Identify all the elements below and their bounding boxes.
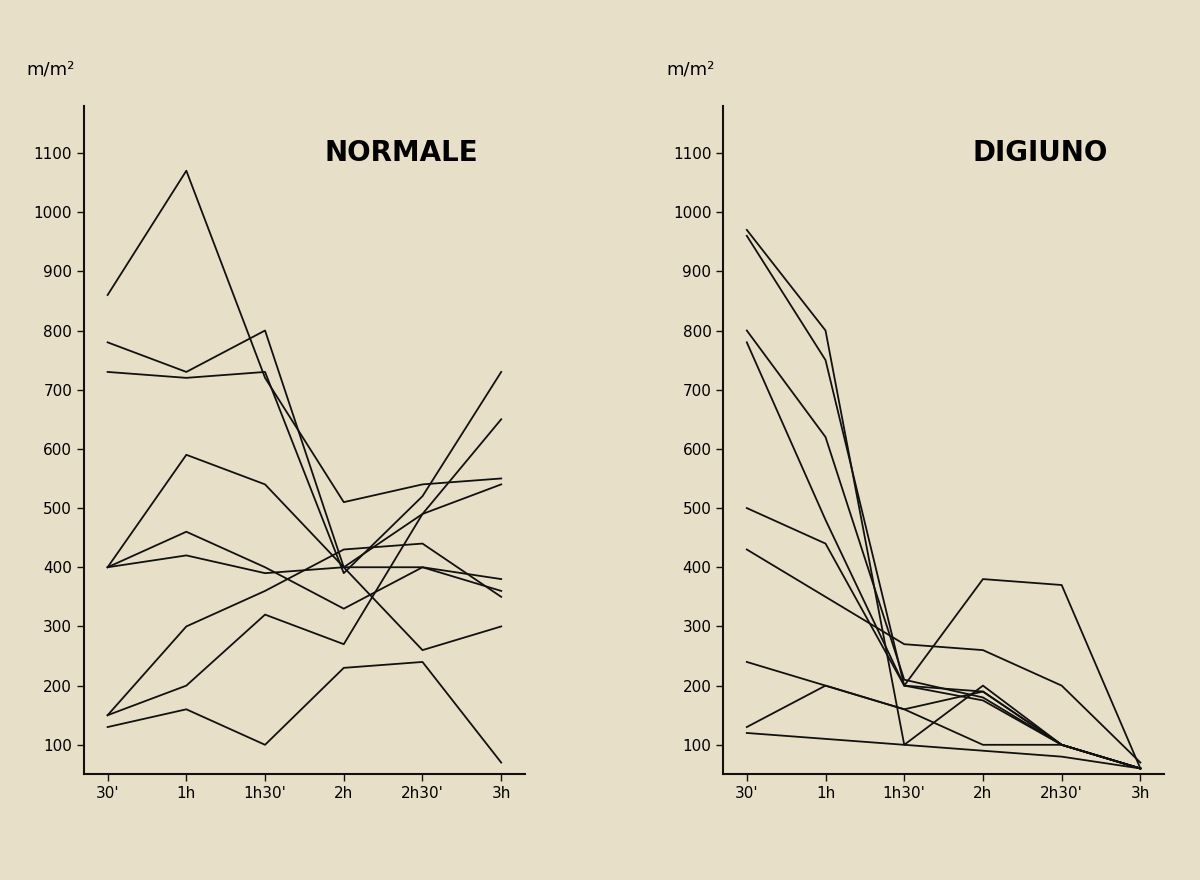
Text: NORMALE: NORMALE <box>324 139 479 167</box>
Text: m/m²: m/m² <box>26 61 76 79</box>
Text: DIGIUNO: DIGIUNO <box>973 139 1109 167</box>
Text: m/m²: m/m² <box>666 61 714 79</box>
